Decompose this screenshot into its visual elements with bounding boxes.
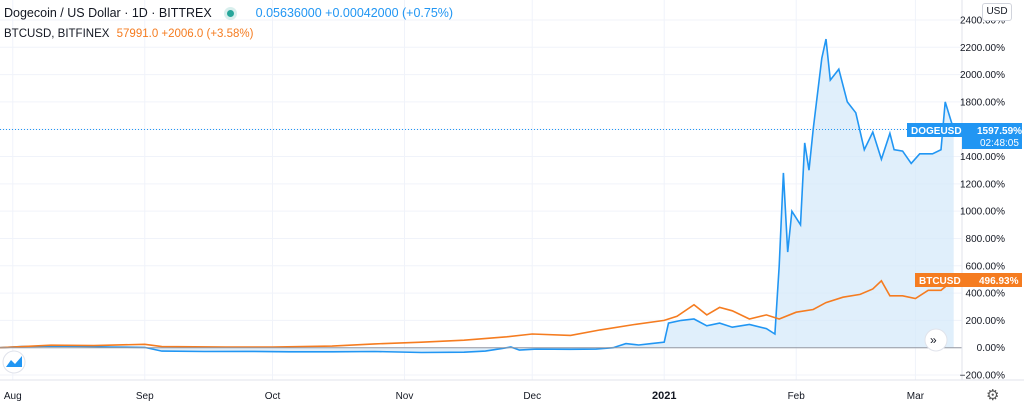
x-tick-label: Feb: [788, 391, 806, 402]
secondary-symbol-values: 57991.0 +2006.0 (+3.58%): [116, 28, 254, 40]
doge-price-tag: DOGEUSD 1597.59% 02:48:05: [907, 123, 1022, 149]
doge-area-fill: [0, 39, 954, 353]
x-tick-label: Dec: [523, 391, 541, 402]
price-axis[interactable]: −200.00% 0.00% 200.00% 400.00% 600.00% 800.00…: [960, 16, 1005, 382]
market-status-dot: [227, 9, 235, 17]
y-tick-label: 400.00%: [966, 289, 1006, 300]
x-tick-label: Aug: [4, 391, 22, 402]
doge-tag-label: DOGEUSD: [911, 126, 962, 137]
x-tick-label: Mar: [907, 391, 925, 402]
y-tick-label: 1800.00%: [960, 97, 1005, 108]
secondary-legend: BTCUSD, BITFINEX 57991.0 +2006.0 (+3.58%…: [4, 28, 253, 40]
time-axis[interactable]: Aug Sep Oct Nov Dec 2021 Feb Mar: [4, 390, 925, 402]
main-symbol-title[interactable]: Dogecoin / US Dollar · 1D · BITTREX: [4, 6, 212, 20]
y-tick-label: 1000.00%: [960, 207, 1005, 218]
tradingview-logo-icon: [2, 350, 26, 374]
doge-tag-time: 02:48:05: [980, 138, 1019, 149]
y-tick-label: 200.00%: [966, 316, 1006, 327]
secondary-symbol-title[interactable]: BTCUSD, BITFINEX: [4, 28, 110, 40]
doge-series-line: [0, 38, 955, 354]
main-legend: Dogecoin / US Dollar · 1D · BITTREX 0.05…: [4, 6, 453, 20]
currency-button[interactable]: USD: [982, 3, 1012, 21]
y-tick-label: 600.00%: [966, 261, 1006, 272]
collapse-button[interactable]: »: [924, 328, 948, 352]
gear-icon[interactable]: ⚙: [986, 387, 1000, 404]
doge-tag-value: 1597.59%: [977, 126, 1022, 137]
y-tick-label: −200.00%: [960, 371, 1005, 382]
x-tick-label: Sep: [136, 391, 154, 402]
btc-tag-value: 496.93%: [979, 276, 1019, 287]
y-tick-label: 1400.00%: [960, 152, 1005, 163]
x-tick-label: Oct: [265, 391, 281, 402]
y-tick-label: 800.00%: [966, 234, 1006, 245]
x-tick-label: Nov: [396, 391, 414, 402]
chevrons-right-icon: »: [930, 333, 937, 347]
y-tick-label: 2400.00%: [960, 16, 1005, 27]
btc-tag-label: BTCUSD: [919, 276, 961, 287]
btc-price-tag: BTCUSD 496.93%: [915, 273, 1022, 287]
y-tick-label: 2000.00%: [960, 70, 1005, 81]
grid-lines: [0, 0, 1024, 381]
x-tick-label: 2021: [652, 390, 676, 402]
btc-series-line: [0, 279, 955, 349]
y-tick-label: 0.00%: [977, 343, 1005, 354]
main-symbol-values: 0.05636000 +0.00042000 (+0.75%): [255, 6, 454, 20]
y-tick-label: 1200.00%: [960, 179, 1005, 190]
y-tick-label: 2200.00%: [960, 43, 1005, 54]
